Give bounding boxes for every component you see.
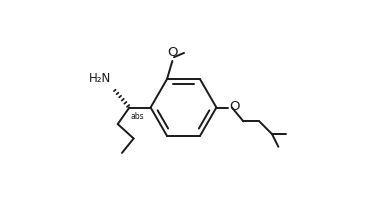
Text: H₂N: H₂N [89, 72, 111, 85]
Text: abs: abs [130, 112, 144, 121]
Text: O: O [167, 46, 178, 59]
Text: O: O [229, 100, 240, 113]
